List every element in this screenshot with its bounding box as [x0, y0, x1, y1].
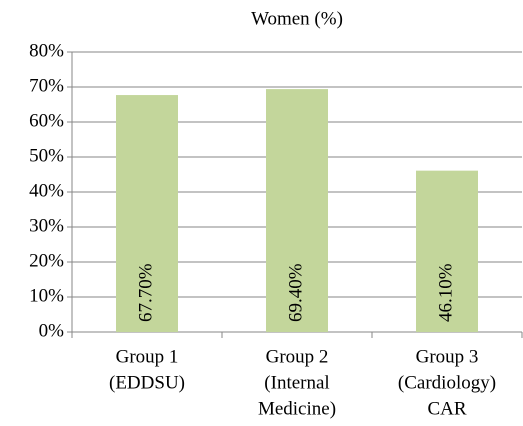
y-tick-label: 40%: [29, 180, 64, 201]
y-tick-label: 20%: [29, 250, 64, 271]
x-tick-label: (Internal: [264, 372, 329, 393]
bar: [116, 95, 178, 332]
x-tick-label: (Cardiology): [398, 372, 496, 393]
y-tick-label: 60%: [29, 110, 64, 131]
x-tick-label: Group 1: [116, 346, 179, 367]
y-tick-label: 10%: [29, 285, 64, 306]
x-tick-label: Group 2: [266, 346, 329, 367]
bar: [416, 170, 478, 332]
y-tick-label: 50%: [29, 145, 64, 166]
bar: [266, 89, 328, 332]
y-tick-label: 80%: [29, 40, 64, 61]
y-tick-label: 30%: [29, 215, 64, 236]
data-label: 46.10%: [435, 263, 456, 322]
x-tick-label: CAR: [427, 398, 466, 419]
y-tick-label: 0%: [39, 320, 65, 341]
x-tick-label: (EDDSU): [109, 372, 185, 393]
data-label: 69.40%: [285, 263, 306, 322]
x-tick-label: Group 3: [416, 346, 479, 367]
data-label: 67.70%: [135, 263, 156, 322]
chart-title: Women (%): [251, 8, 343, 29]
y-tick-label: 70%: [29, 75, 64, 96]
x-tick-label: Medicine): [258, 398, 336, 419]
